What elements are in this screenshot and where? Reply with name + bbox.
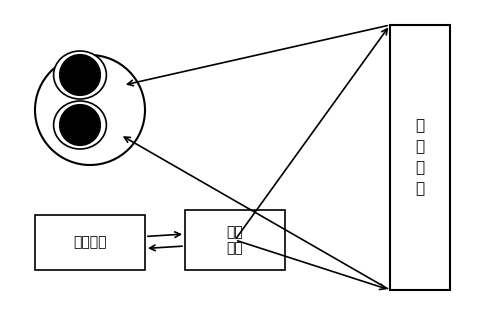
Text: 光学
单元: 光学 单元 [227,225,244,255]
Bar [390,25,450,290]
Circle shape [60,105,100,145]
Bar [185,210,285,270]
Text: 显示单元: 显示单元 [73,236,107,250]
Text: 投
影
屏
幕: 投 影 屏 幕 [416,119,425,197]
Ellipse shape [54,101,107,149]
Ellipse shape [54,51,107,99]
Circle shape [35,55,145,165]
Bar [35,215,145,270]
Circle shape [60,55,100,95]
